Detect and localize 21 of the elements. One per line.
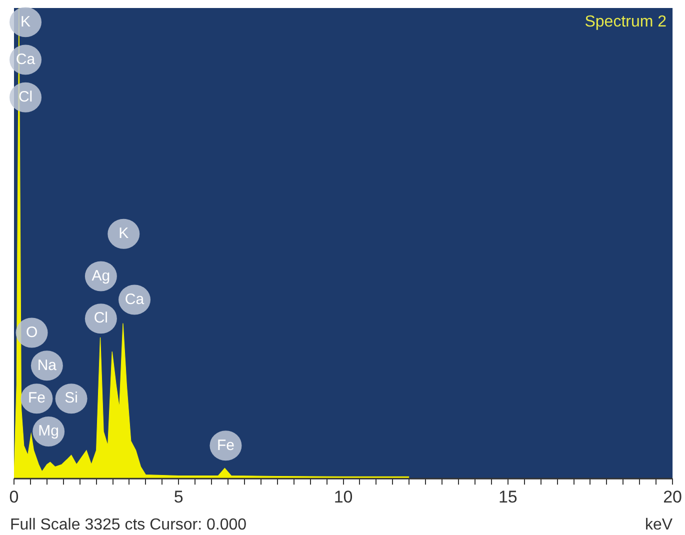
annotation: Ca	[124, 290, 145, 308]
annotation: Si	[64, 390, 78, 407]
annotation: Ca	[16, 50, 36, 68]
annotation: Fe	[216, 436, 234, 454]
annotation: Fe	[28, 390, 46, 407]
annotation: Cl	[94, 310, 108, 327]
annotation: Cl	[18, 88, 33, 106]
x-tick-label: 0	[9, 487, 19, 506]
annotation: K	[20, 13, 31, 30]
x-tick-label: 10	[334, 487, 353, 506]
annotation: O	[26, 324, 38, 341]
annotation: Na	[37, 356, 58, 374]
x-tick-label: 20	[663, 487, 682, 506]
x-axis-title: keV	[644, 516, 673, 534]
annotation: Mg	[38, 422, 59, 440]
text: Full Scale 3325 cts Cursor: 0.000	[10, 516, 247, 534]
x-tick-label: 5	[174, 487, 184, 506]
annotation: K	[118, 225, 129, 242]
annotation: Ag	[92, 267, 110, 284]
chart-title: Spectrum 2	[584, 13, 667, 30]
x-tick-label: 15	[498, 487, 518, 506]
